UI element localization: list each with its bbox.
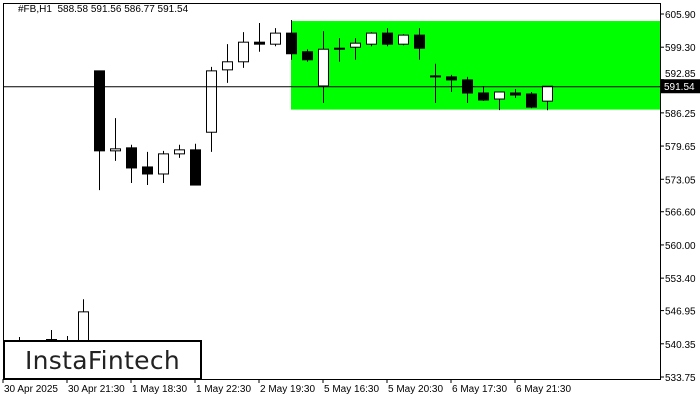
ohlc-values: 588.58 591.56 586.77 591.54 (57, 4, 189, 15)
candle-body (494, 91, 505, 100)
candle-body (318, 48, 329, 87)
y-tick-label: 553.40 (665, 274, 696, 285)
candle-body (270, 32, 281, 45)
candle-body (430, 75, 441, 78)
symbol-header: #FB,H1 588.58 591.56 586.77 591.54 (18, 4, 188, 15)
candle-body (334, 47, 345, 50)
x-tick-label: 1 May 22:30 (196, 384, 251, 395)
candle-body (526, 93, 537, 108)
candle-body (174, 149, 185, 155)
y-tick-label: 605.90 (665, 10, 696, 21)
x-tick-label: 30 Apr 21:30 (68, 384, 125, 395)
x-tick-label: 6 May 21:30 (516, 384, 571, 395)
candle-body (142, 166, 153, 175)
candle-body (414, 34, 425, 49)
y-tick-label: 579.65 (665, 142, 696, 153)
candle-body (366, 32, 377, 45)
y-tick-label: 540.35 (665, 340, 696, 351)
y-tick-label: 533.75 (665, 373, 696, 384)
candle-body (78, 311, 89, 343)
candle-body (510, 92, 521, 96)
candle-body (222, 61, 233, 71)
y-tick-label: 566.60 (665, 208, 696, 219)
candle-body (158, 153, 169, 175)
pattern-zone (291, 21, 660, 110)
candle-body (398, 34, 409, 45)
plot-frame (3, 3, 661, 380)
candle-body (382, 32, 393, 45)
instafintech-logo: InstaFintech (3, 340, 202, 380)
x-tick-label: 30 Apr 2025 (4, 384, 58, 395)
y-tick-label: 573.05 (665, 175, 696, 186)
x-tick-label: 2 May 19:30 (260, 384, 315, 395)
y-tick-label: 546.95 (665, 307, 696, 318)
candle-body (254, 41, 265, 45)
y-tick-label: 560.00 (665, 241, 696, 252)
y-tick-label: 592.85 (665, 69, 696, 80)
current-price-label-bg (661, 79, 700, 94)
candle-body (302, 51, 313, 61)
candle-body (350, 42, 361, 48)
candle-body (94, 70, 105, 152)
candle-body (542, 85, 553, 102)
y-tick-label: 599.30 (665, 43, 696, 54)
x-tick-label: 1 May 18:30 (132, 384, 187, 395)
candle-body (286, 32, 297, 55)
candle-body (478, 92, 489, 101)
y-tick-label: 586.25 (665, 109, 696, 120)
x-tick-label: 5 May 20:30 (388, 384, 443, 395)
current-price-label: 591.54 (664, 82, 695, 93)
candle-body (446, 76, 457, 81)
candle-body (190, 149, 201, 186)
candle-body (238, 41, 249, 63)
x-tick-label: 5 May 16:30 (324, 384, 379, 395)
symbol-label: #FB,H1 (18, 4, 52, 15)
candle-body (126, 147, 137, 169)
candle-body (206, 70, 217, 133)
x-tick-label: 6 May 17:30 (452, 384, 507, 395)
candle-body (110, 148, 121, 152)
